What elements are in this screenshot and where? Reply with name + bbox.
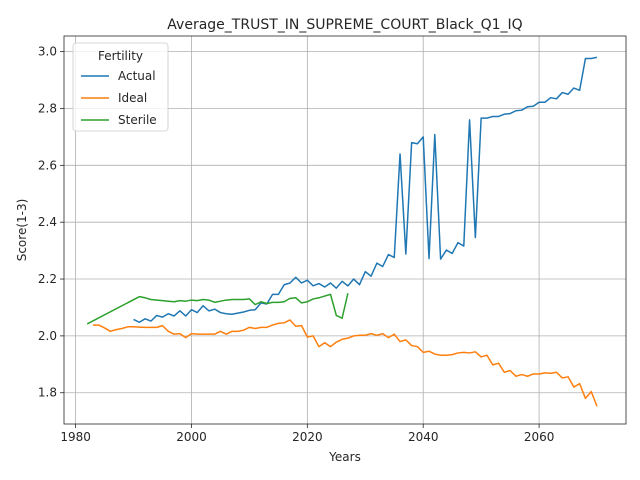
series-line-sterile [86,293,349,325]
legend-box [72,42,169,132]
y-tick-label: 2.4 [38,215,57,229]
x-tick-label: 1980 [60,430,91,444]
legend-title: Fertility [98,49,143,63]
axis-ticks: 1980 2000 2020 2040 2060 1.8 2.0 2.2 2.4 2.6 2.8 3.… [38,45,554,444]
y-axis-label: Score(1-3) [15,199,29,262]
series-line-actual [133,56,598,323]
y-tick-label: 3.0 [38,45,57,59]
legend: Fertility Actual Ideal Sterile [72,42,169,132]
y-tick-label: 2.2 [38,272,57,286]
x-tick-label: 2000 [176,430,207,444]
y-tick-label: 2.6 [38,158,57,172]
x-tick-label: 2020 [292,430,323,444]
y-tick-label: 2.0 [38,329,57,343]
y-tick-label: 2.8 [38,101,57,115]
x-tick-label: 2060 [524,430,555,444]
series-line-ideal [92,319,598,407]
chart-title: Average_TRUST_IN_SUPREME_COURT_Black_Q1_… [167,17,522,33]
axes-frame [63,35,627,425]
grid-lines [64,36,626,424]
series-lines [86,56,598,407]
legend-label-actual: Actual [118,69,156,83]
x-axis-label: Years [328,450,361,464]
x-tick-label: 2040 [408,430,439,444]
legend-label-sterile: Sterile [118,113,157,127]
legend-label-ideal: Ideal [118,91,147,105]
y-tick-label: 1.8 [38,386,57,400]
legend-items: Actual Ideal Sterile [81,69,157,127]
